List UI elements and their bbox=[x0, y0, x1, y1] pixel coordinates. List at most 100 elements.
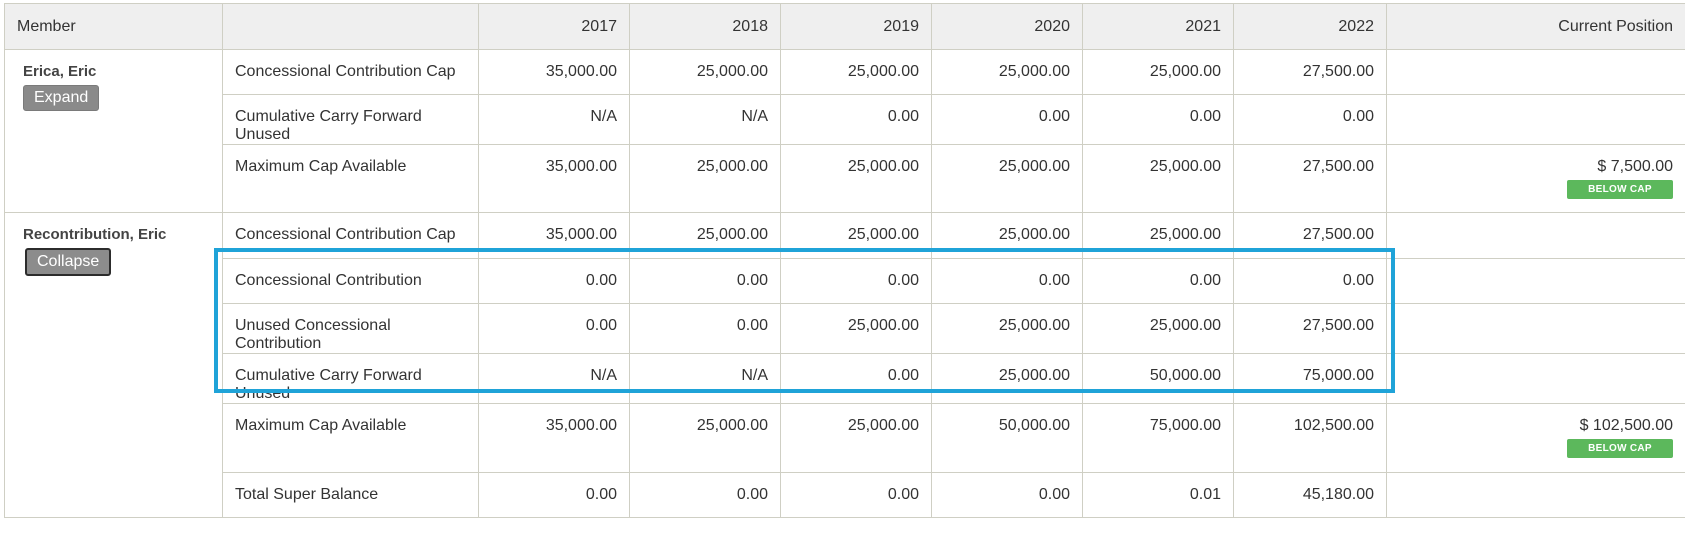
value-cell: 25,000.00 bbox=[1082, 303, 1234, 354]
value-cell: 50,000.00 bbox=[931, 403, 1083, 473]
current-position-cell bbox=[1386, 258, 1685, 304]
value-cell: 0.00 bbox=[780, 258, 932, 304]
member-name: Recontribution, Eric bbox=[23, 226, 167, 243]
value-cell: 25,000.00 bbox=[780, 403, 932, 473]
collapse-button[interactable]: Collapse bbox=[25, 248, 112, 276]
value-cell: 25,000.00 bbox=[931, 353, 1083, 404]
value-cell: 0.00 bbox=[629, 303, 781, 354]
value-cell: 25,000.00 bbox=[780, 212, 932, 259]
value-cell: 0.00 bbox=[478, 472, 630, 518]
current-position-cell bbox=[1386, 303, 1685, 354]
table-row: Concessional Contribution 0.00 0.00 0.00… bbox=[5, 258, 1685, 304]
value-cell: 0.00 bbox=[1233, 258, 1387, 304]
member-cell: Erica, Eric Expand bbox=[4, 49, 223, 213]
row-label: Maximum Cap Available bbox=[222, 403, 479, 473]
table-row: Erica, Eric Expand Concessional Contribu… bbox=[4, 49, 1685, 213]
value-cell: 0.00 bbox=[629, 472, 781, 518]
value-cell: 0.01 bbox=[1082, 472, 1234, 518]
row-label: Cumulative Carry Forward Unused bbox=[222, 353, 479, 404]
value-cell: 27,500.00 bbox=[1233, 303, 1387, 354]
current-position-cell bbox=[1386, 94, 1685, 145]
value-cell: 0.00 bbox=[931, 94, 1083, 145]
value-cell: 0.00 bbox=[780, 353, 932, 404]
value-cell: 27,500.00 bbox=[1233, 49, 1387, 95]
value-cell: 75,000.00 bbox=[1082, 403, 1234, 473]
member-name: Erica, Eric bbox=[23, 63, 97, 80]
row-label: Concessional Contribution Cap bbox=[222, 212, 479, 259]
year-column-header: 2020 bbox=[931, 3, 1083, 50]
value-cell: N/A bbox=[629, 94, 781, 145]
value-cell: 25,000.00 bbox=[931, 212, 1083, 259]
current-position-amount: $ 7,500.00 bbox=[1597, 158, 1673, 175]
value-cell: 25,000.00 bbox=[1082, 144, 1234, 213]
value-cell: 0.00 bbox=[629, 258, 781, 304]
value-cell: 45,180.00 bbox=[1233, 472, 1387, 518]
year-column-header: 2018 bbox=[629, 3, 781, 50]
year-column-header: 2021 bbox=[1082, 3, 1234, 50]
value-cell: 25,000.00 bbox=[1082, 49, 1234, 95]
value-cell: 75,000.00 bbox=[1233, 353, 1387, 404]
value-cell: 35,000.00 bbox=[478, 212, 630, 259]
table-row: Cumulative Carry Forward Unused N/A N/A … bbox=[5, 94, 1685, 145]
value-cell: 25,000.00 bbox=[629, 403, 781, 473]
below-cap-badge: BELOW CAP bbox=[1567, 439, 1673, 458]
value-cell: 0.00 bbox=[478, 303, 630, 354]
value-cell: 35,000.00 bbox=[478, 49, 630, 95]
current-position-amount: $ 102,500.00 bbox=[1579, 417, 1673, 434]
table-row: Cumulative Carry Forward Unused N/A N/A … bbox=[5, 353, 1685, 404]
value-cell: 25,000.00 bbox=[1082, 212, 1234, 259]
value-cell: 35,000.00 bbox=[478, 144, 630, 213]
expand-button[interactable]: Expand bbox=[23, 85, 100, 111]
current-position-column-header: Current Position bbox=[1386, 3, 1685, 50]
value-cell: 0.00 bbox=[1082, 258, 1234, 304]
value-cell: 50,000.00 bbox=[1082, 353, 1234, 404]
value-cell: 25,000.00 bbox=[629, 212, 781, 259]
value-cell: 25,000.00 bbox=[629, 144, 781, 213]
current-position-cell bbox=[1386, 212, 1685, 259]
table-row: Recontribution, Eric Collapse Concession… bbox=[4, 212, 1685, 518]
row-label: Maximum Cap Available bbox=[222, 144, 479, 213]
member-column-header: Member bbox=[4, 3, 223, 50]
value-cell: N/A bbox=[478, 353, 630, 404]
value-cell: 25,000.00 bbox=[931, 144, 1083, 213]
value-cell: 25,000.00 bbox=[780, 49, 932, 95]
value-cell: 27,500.00 bbox=[1233, 144, 1387, 213]
value-cell: 35,000.00 bbox=[478, 403, 630, 473]
row-label: Total Super Balance bbox=[222, 472, 479, 518]
value-cell: 25,000.00 bbox=[629, 49, 781, 95]
year-column-header: 2022 bbox=[1233, 3, 1387, 50]
contribution-cap-table: Member 2017 2018 2019 2020 2021 2022 Cur… bbox=[4, 3, 1685, 518]
year-column-header: 2019 bbox=[780, 3, 932, 50]
year-column-header: 2017 bbox=[478, 3, 630, 50]
value-cell: 25,000.00 bbox=[780, 144, 932, 213]
value-cell: 0.00 bbox=[931, 258, 1083, 304]
value-cell: 27,500.00 bbox=[1233, 212, 1387, 259]
value-cell: 0.00 bbox=[1082, 94, 1234, 145]
table-row: Maximum Cap Available 35,000.00 25,000.0… bbox=[5, 144, 1685, 213]
row-label: Unused Concessional Contribution bbox=[222, 303, 479, 354]
value-cell: 0.00 bbox=[931, 472, 1083, 518]
current-position-cell bbox=[1386, 49, 1685, 95]
value-cell: 0.00 bbox=[1233, 94, 1387, 145]
value-cell: 25,000.00 bbox=[780, 303, 932, 354]
table-header-row: Member 2017 2018 2019 2020 2021 2022 Cur… bbox=[4, 3, 1685, 50]
member-cell: Recontribution, Eric Collapse bbox=[4, 212, 223, 518]
current-position-cell bbox=[1386, 472, 1685, 518]
table-row: Total Super Balance 0.00 0.00 0.00 0.00 … bbox=[5, 472, 1685, 518]
label-column-header bbox=[222, 3, 479, 50]
current-position-cell: $ 102,500.00 BELOW CAP bbox=[1386, 403, 1685, 473]
value-cell: 102,500.00 bbox=[1233, 403, 1387, 473]
value-cell: 0.00 bbox=[478, 258, 630, 304]
value-cell: 25,000.00 bbox=[931, 303, 1083, 354]
below-cap-badge: BELOW CAP bbox=[1567, 180, 1673, 199]
current-position-cell: $ 7,500.00 BELOW CAP bbox=[1386, 144, 1685, 213]
row-label: Concessional Contribution Cap bbox=[222, 49, 479, 95]
value-cell: 0.00 bbox=[780, 472, 932, 518]
value-cell: N/A bbox=[629, 353, 781, 404]
row-label: Cumulative Carry Forward Unused bbox=[222, 94, 479, 145]
value-cell: 0.00 bbox=[780, 94, 932, 145]
value-cell: 25,000.00 bbox=[931, 49, 1083, 95]
value-cell: N/A bbox=[478, 94, 630, 145]
table-row: Unused Concessional Contribution 0.00 0.… bbox=[5, 303, 1685, 354]
current-position-cell bbox=[1386, 353, 1685, 404]
